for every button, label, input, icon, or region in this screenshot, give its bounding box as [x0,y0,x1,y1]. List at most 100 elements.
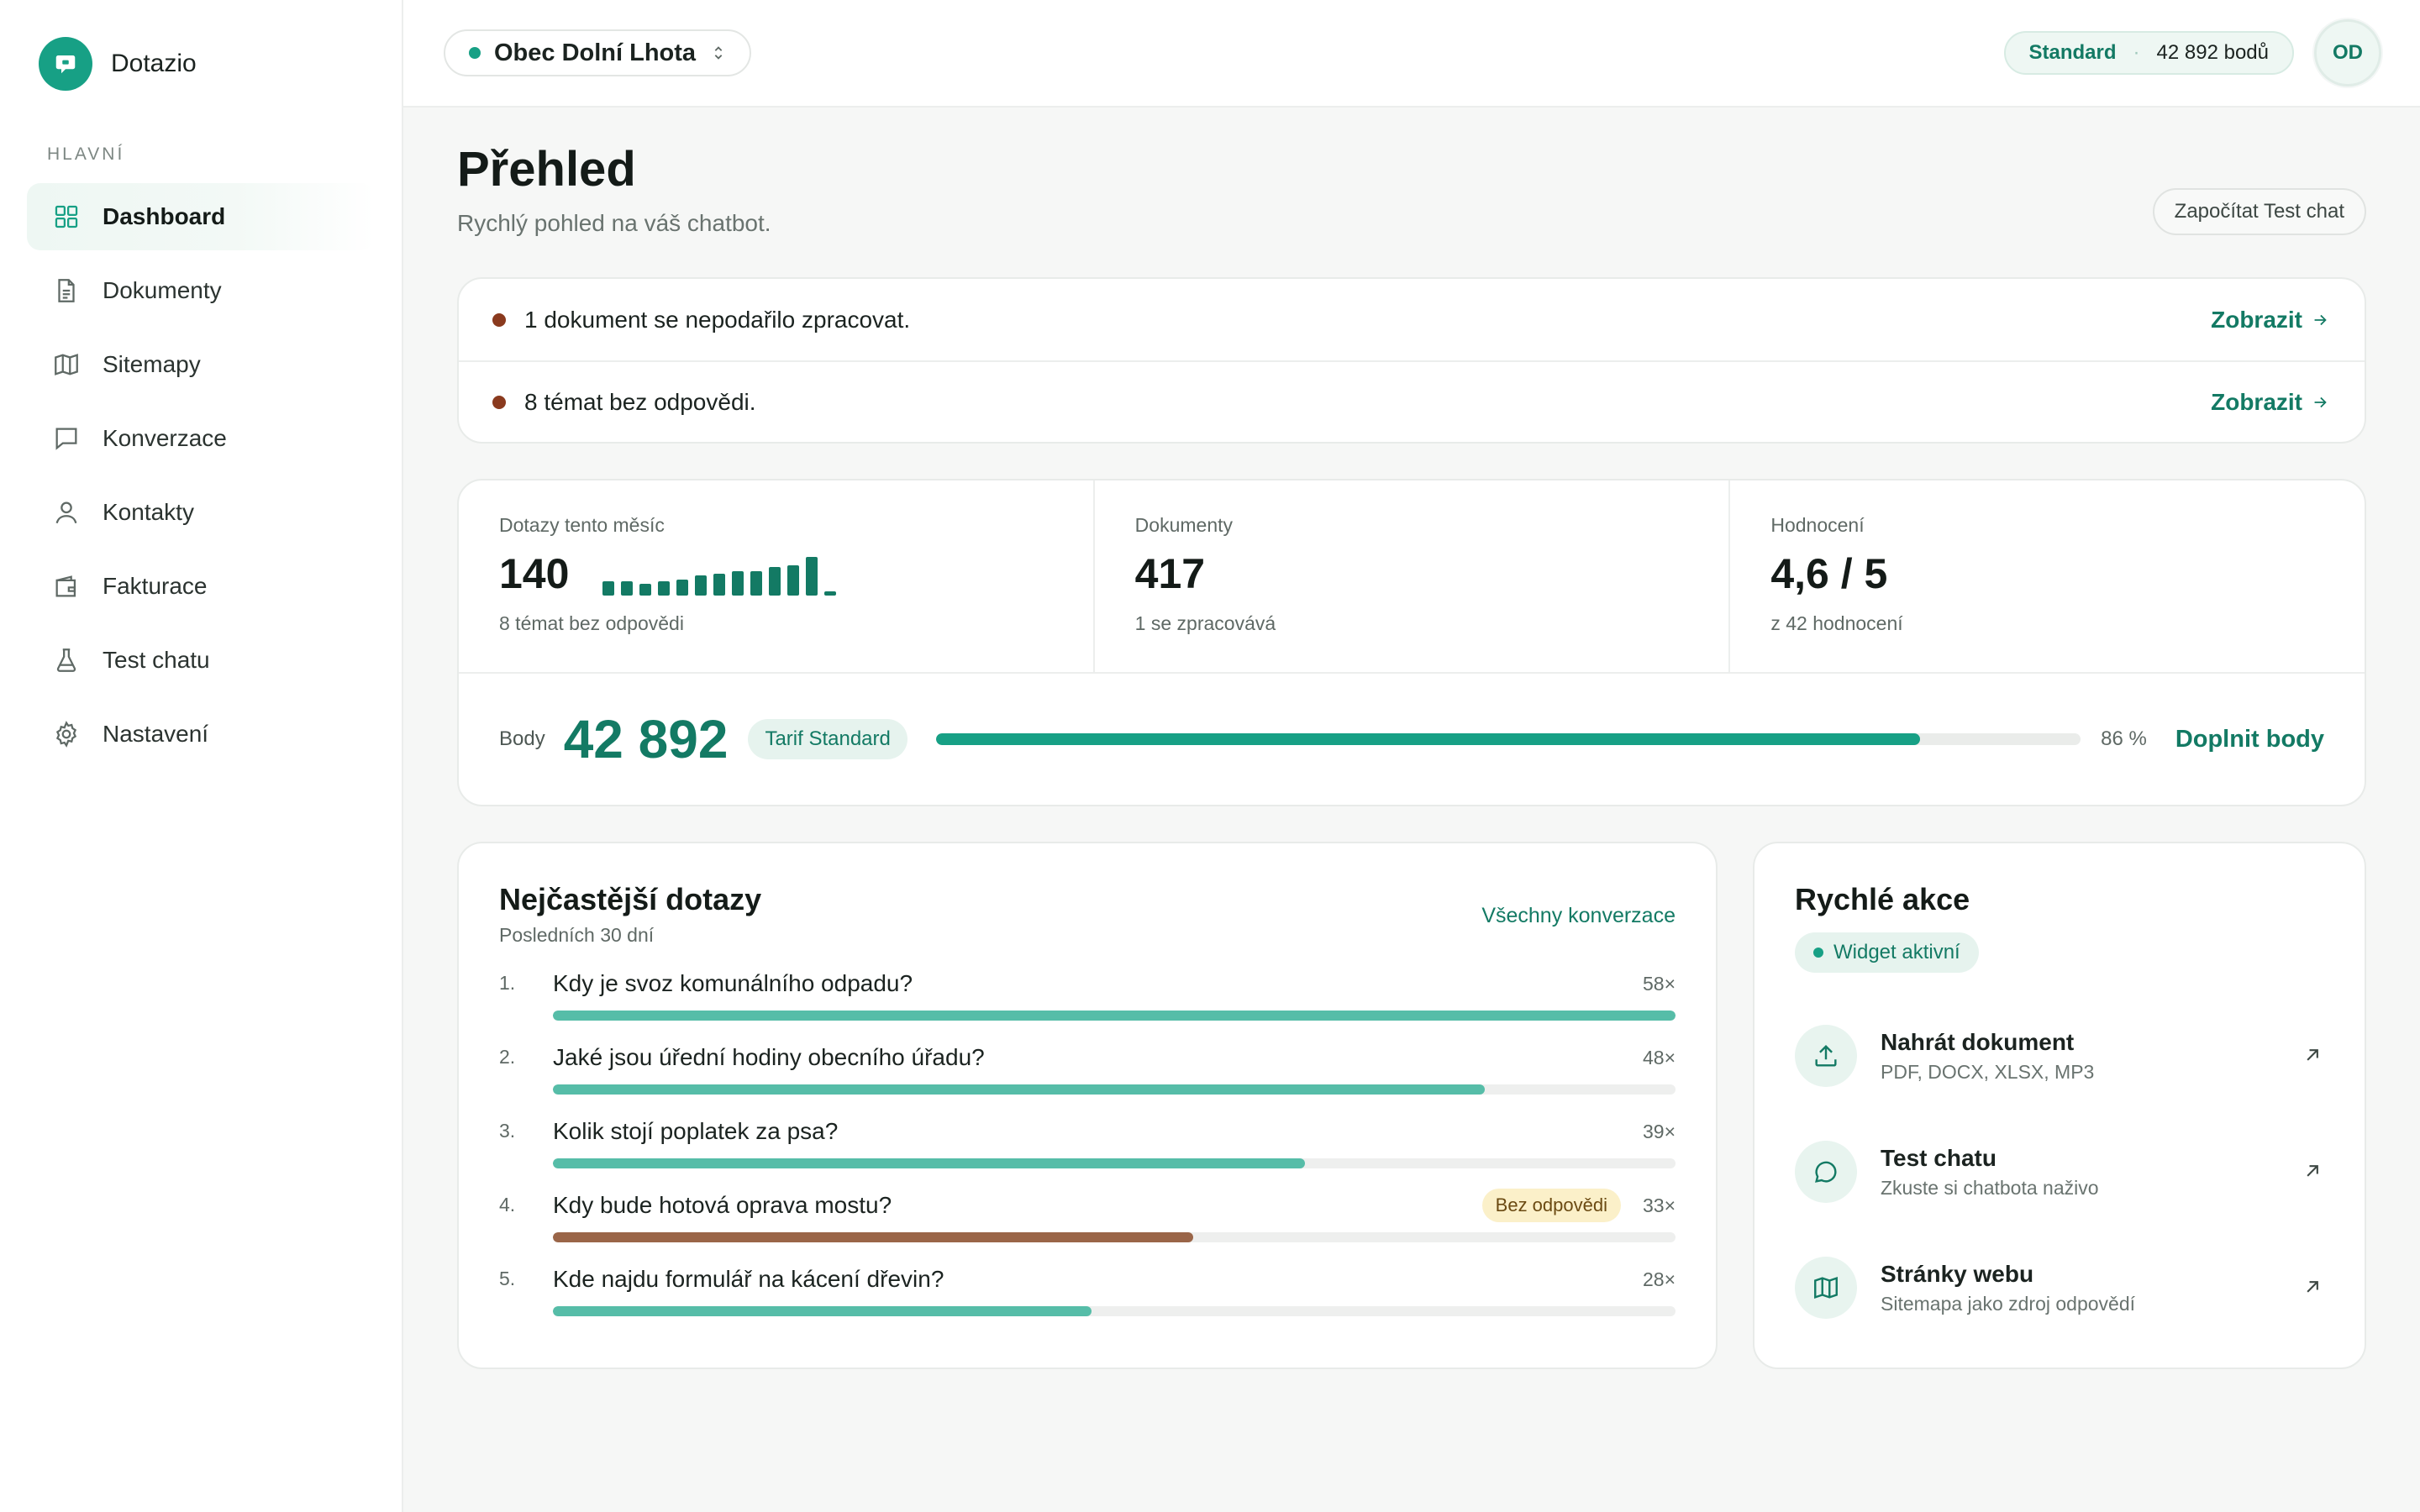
sparkline-bar [639,584,652,596]
faq-item[interactable]: 5. Kde najdu formulář na kácení dřevin? … [499,1261,1676,1335]
action-web-pages[interactable]: Stránky webu Sitemapa jako zdroj odpověd… [1795,1230,2324,1346]
faq-bar-track [553,1084,1676,1095]
sidebar-item-sitemapy[interactable]: Sitemapy [27,331,375,398]
sparkline-bar [732,571,744,596]
points-count: 42 892 bodů [2156,41,2269,64]
sidebar-item-label: Dashboard [103,203,226,229]
sidebar-item-nastaveni[interactable]: Nastavení [27,701,375,768]
stat-label: Dokumenty [1134,514,1233,536]
upload-icon [1795,1025,1857,1087]
no-answer-badge: Bez odpovědi [1481,1189,1621,1222]
flask-icon [56,648,76,672]
stat-value: 140 [499,550,570,597]
faq-question: Kolik stojí poplatek za psa? [553,1118,839,1144]
status-dot [1813,948,1823,958]
sidebar-nav: Dashboard Dokumenty Sitemapy Konverzace … [27,183,375,768]
sparkline-bar [658,581,671,596]
topup-button[interactable]: Doplnit body [2175,725,2324,753]
sparkline-bar [621,581,634,596]
faq-question: Jaké jsou úřední hodiny obecního úřadu? [553,1044,985,1070]
plan-points-pill[interactable]: Standard · 42 892 bodů [2003,31,2294,75]
faq-subtitle: Posledních 30 dní [499,924,655,946]
sidebar-item-fakturace[interactable]: Fakturace [27,553,375,620]
action-test-chat[interactable]: Test chatu Zkuste si chatbota naživo [1795,1114,2324,1230]
faq-bar-fill [553,1084,1485,1095]
faq-bar-track [553,1158,1676,1168]
sidebar-item-test-chatu[interactable]: Test chatu [27,627,375,694]
sidebar-item-kontakty[interactable]: Kontakty [27,479,375,546]
plan-name: Standard [2028,41,2117,64]
page-subtitle: Rychlý pohled na váš chatbot. [457,210,771,236]
alert-text: 8 témat bez odpovědi. [524,388,756,415]
sparkline-bar [713,574,726,596]
arrow-up-right-icon [2307,1049,2318,1061]
faq-card: Nejčastější dotazy Posledních 30 dní Vše… [457,842,1718,1369]
brand[interactable]: Dotazio [39,37,375,91]
alert-dot [492,312,506,327]
arrow-right-icon [2314,396,2327,407]
sidebar-item-label: Kontakty [103,499,194,525]
faq-title: Nejčastější dotazy [499,882,762,916]
points-label: Body [499,727,545,750]
grid-icon [55,205,78,228]
tarif-badge: Tarif Standard [748,719,908,759]
stat-documents: Dokumenty 417 1 se zpracovává [1092,480,1729,672]
alert-view-link[interactable]: Zobrazit [2211,389,2329,416]
sparkline-bar [806,557,818,596]
points-row: Body 42 892 Tarif Standard 86 % Doplnit … [459,674,2365,805]
user-icon [55,501,77,524]
stat-label: Dotazy tento měsíc [499,514,665,536]
page-header: Přehled Rychlý pohled na váš chatbot. Za… [457,108,2366,277]
org-name: Obec Dolní Lhota [494,39,697,66]
action-title: Test chatu [1881,1144,1996,1171]
faq-item[interactable]: 4. Kdy bude hotová oprava mostu? Bez odp… [499,1187,1676,1261]
alert-view-link[interactable]: Zobrazit [2211,307,2329,333]
topbar: Obec Dolní Lhota Standard · 42 892 bodů … [403,0,2420,108]
sparkline-bar [602,581,615,596]
sidebar-item-label: Fakturace [103,573,208,599]
chat-icon [55,428,77,450]
stat-sub: z 42 hodnocení [1770,612,1903,634]
faq-count: 48× [1642,1046,1676,1068]
widget-status-badge: Widget aktivní [1795,932,1979,973]
action-desc: Sitemapa jako zdroj odpovědí [1881,1292,2136,1315]
action-title: Nahrát dokument [1881,1028,2075,1055]
stat-rating: Hodnocení 4,6 / 5 z 42 hodnocení [1728,480,2365,672]
alert-link-label: Zobrazit [2211,388,2302,415]
avatar[interactable]: OD [2314,19,2381,87]
stats-card: Dotazy tento měsíc 140 8 témat bez odpov… [457,479,2366,806]
test-chat-button[interactable]: Započítat Test chat [2152,188,2366,235]
all-conversations-link[interactable]: Všechny konverzace [1481,904,1676,927]
sidebar-item-label: Nastavení [103,721,209,747]
sidebar-item-label: Konverzace [103,425,227,451]
alert-row: 1 dokument se nepodařilo zpracovat. Zobr… [459,279,2365,360]
alert-link-label: Zobrazit [2211,306,2302,333]
sparkline-bar [824,591,837,596]
logo-icon [39,37,92,91]
faq-item[interactable]: 3. Kolik stojí poplatek za psa? 39× [499,1113,1676,1187]
action-upload-document[interactable]: Nahrát dokument PDF, DOCX, XLSX, MP3 [1795,998,2324,1114]
map-icon [55,354,78,375]
org-selector[interactable]: Obec Dolní Lhota [444,29,752,76]
chat-icon [1795,1141,1857,1203]
queries-sparkline [602,555,837,599]
points-progress-fill [935,733,1921,745]
stat-sub: 1 se zpracovává [1134,612,1276,634]
faq-num: 1. [499,972,516,994]
action-desc: Zkuste si chatbota naživo [1881,1176,2099,1199]
faq-item[interactable]: 1. Kdy je svoz komunálního odpadu? 58× [499,965,1676,1039]
sidebar-item-dashboard[interactable]: Dashboard [27,183,375,250]
faq-item[interactable]: 2. Jaké jsou úřední hodiny obecního úřad… [499,1039,1676,1113]
sparkline-bar [787,565,800,596]
points-value: 42 892 [563,709,729,769]
sidebar-item-konverzace[interactable]: Konverzace [27,405,375,472]
sidebar-item-dokumenty[interactable]: Dokumenty [27,257,375,324]
content: Přehled Rychlý pohled na váš chatbot. Za… [403,108,2420,1369]
sparkline-bar [676,580,689,596]
points-percent: 86 % [2101,727,2147,750]
faq-list: 1. Kdy je svoz komunálního odpadu? 58× 2… [499,965,1676,1335]
alerts-card: 1 dokument se nepodařilo zpracovat. Zobr… [457,277,2366,444]
arrow-right-icon [2314,314,2327,325]
faq-bar-fill [553,1158,1306,1168]
sparkline-bar [769,567,781,596]
